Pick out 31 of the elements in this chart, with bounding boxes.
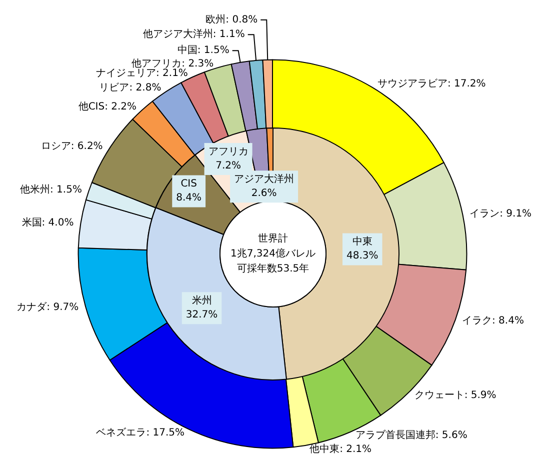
slice-label: アラブ首長国連邦: 5.6% <box>355 428 468 441</box>
slice-label: アジア大洋州 <box>234 173 294 186</box>
slice-label: 中国: 1.5% <box>177 44 230 56</box>
slice-label: イラン: 9.1% <box>470 208 532 220</box>
slice-label: 他CIS: 2.2% <box>78 100 137 112</box>
data-label: 48.3% <box>346 250 378 262</box>
data-label: 32.7% <box>185 310 218 321</box>
slice-label: 他アフリカ: 2.3% <box>132 57 214 70</box>
slice-label: ナイジェリア: 2.1% <box>96 68 188 79</box>
slice-label: CIS <box>180 178 196 190</box>
slice-label: カナダ: 9.7% <box>16 301 79 314</box>
data-label: 8.4% <box>176 192 202 204</box>
slice-label: サウジアラビア: 17.2% <box>377 78 486 90</box>
slice-label: アフリカ <box>208 146 248 158</box>
slice-label: 他アジア大洋州: 1.1% <box>142 28 245 40</box>
slice-label: クウェート: 5.9% <box>414 390 496 401</box>
slice-label: 他米州: 1.5% <box>20 183 82 196</box>
slice-label: 米州 <box>191 294 212 307</box>
slice-label: 欧州: 0.8% <box>206 13 258 26</box>
data-label: 7.2% <box>215 160 240 172</box>
slice-label: 中東 <box>352 236 372 248</box>
text: 世界計 <box>258 232 288 244</box>
slice-label: イラク: 8.4% <box>462 316 524 327</box>
slice-label: 他中東: 2.1% <box>310 442 372 455</box>
slice-label: ベネズエラ: 17.5% <box>96 426 185 439</box>
slice-label: 米国: 4.0% <box>22 216 74 228</box>
text: 1兆7,324億バレル <box>230 248 315 260</box>
data-label: 2.6% <box>250 188 276 200</box>
slice-label: リビア: 2.8% <box>99 82 162 94</box>
slice-label: ロシア: 6.2% <box>40 141 103 152</box>
text: 可採年数53.5年 <box>236 262 309 274</box>
